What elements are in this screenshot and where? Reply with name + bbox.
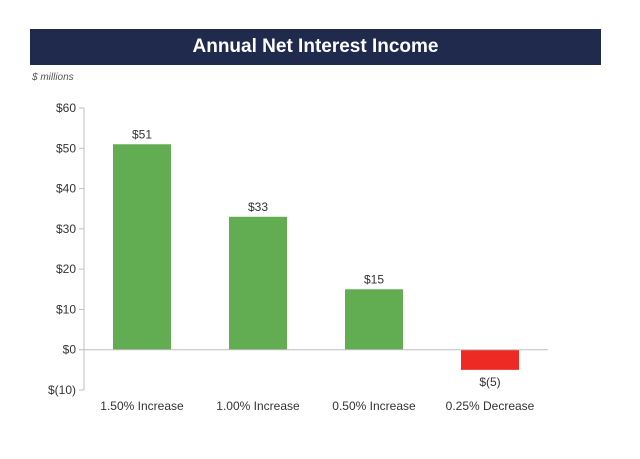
y-tick-label: $(10) (48, 383, 76, 397)
bar (113, 144, 171, 350)
chart-title-bar: Annual Net Interest Income (30, 29, 601, 65)
x-category-label: 1.50% Increase (100, 399, 184, 413)
y-tick-label: $0 (63, 343, 77, 357)
bar (345, 289, 403, 350)
x-category-label: 0.25% Decrease (446, 399, 535, 413)
y-axis: $60 $50 $40 $30 $20 $10 $0 $(10) (48, 101, 85, 397)
y-tick-label: $30 (56, 222, 76, 236)
y-tick-label: $40 (56, 182, 76, 196)
y-tick-label: $10 (56, 302, 76, 316)
y-tick-label: $60 (56, 101, 76, 115)
x-category-label: 0.50% Increase (332, 399, 416, 413)
bar (229, 216, 287, 350)
data-label: $15 (364, 272, 384, 286)
x-axis: 1.50% Increase 1.00% Increase 0.50% Increa… (84, 349, 548, 413)
bar (461, 349, 519, 370)
data-label: $(5) (479, 375, 500, 389)
data-label: $33 (248, 200, 268, 214)
bars: $51 $33 $15 $(5) (113, 127, 519, 389)
y-tick-label: $50 (56, 141, 76, 155)
chart-title: Annual Net Interest Income (192, 36, 439, 57)
x-category-label: 1.00% Increase (216, 399, 300, 413)
units-label: $ millions (32, 72, 74, 83)
y-tick-label: $20 (56, 262, 76, 276)
data-label: $51 (132, 127, 152, 141)
